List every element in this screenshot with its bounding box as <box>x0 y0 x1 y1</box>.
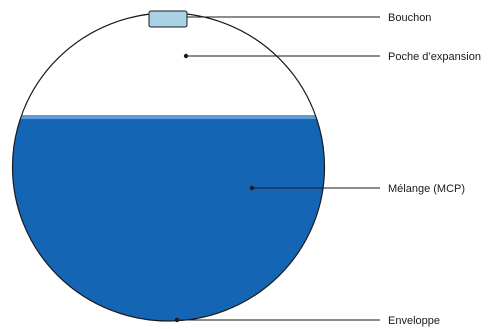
cap <box>148 10 188 28</box>
callout-expansion-label: Poche d’expansion <box>388 51 481 63</box>
callout-expansion: Poche d’expansion <box>183 51 481 63</box>
callout-shell: Enveloppe <box>174 315 440 327</box>
callout-mixture-label: Mélange (MCP) <box>388 183 465 195</box>
callout-cap: Bouchon <box>187 12 431 24</box>
callout-mixture: Mélange (MCP) <box>249 183 465 195</box>
pcm-liquid <box>12 115 325 321</box>
callout-shell-label: Enveloppe <box>388 315 440 327</box>
liquid-surface <box>12 115 325 119</box>
callout-cap-label: Bouchon <box>388 12 431 24</box>
